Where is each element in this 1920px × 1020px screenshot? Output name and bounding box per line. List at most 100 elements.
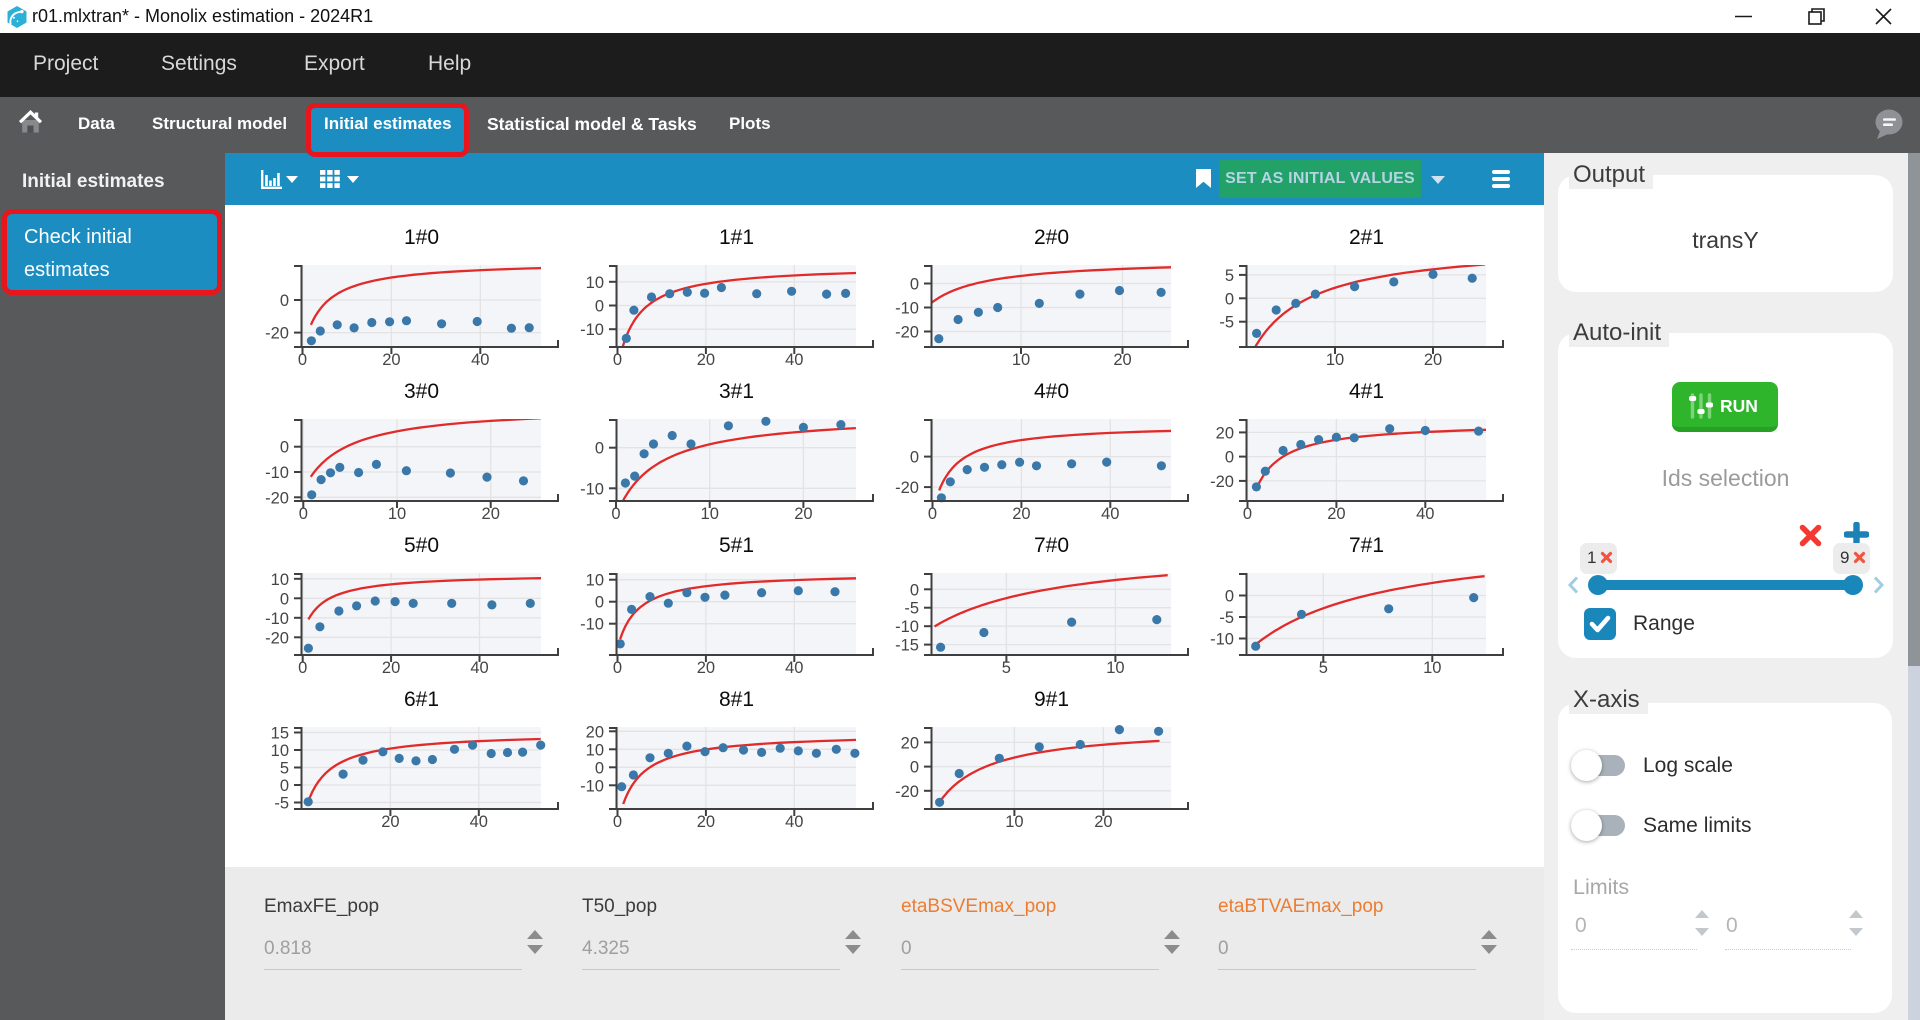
svg-text:10: 10 bbox=[586, 741, 604, 759]
svg-text:-20: -20 bbox=[265, 629, 289, 647]
svg-text:20: 20 bbox=[794, 505, 812, 523]
svg-text:3#0: 3#0 bbox=[404, 380, 439, 403]
svg-text:10: 10 bbox=[271, 742, 289, 760]
svg-text:20: 20 bbox=[901, 734, 919, 752]
svg-text:-10: -10 bbox=[580, 480, 604, 498]
svg-text:10: 10 bbox=[271, 571, 289, 589]
svg-text:-5: -5 bbox=[1219, 314, 1234, 332]
svg-text:10: 10 bbox=[586, 274, 604, 292]
svg-text:20: 20 bbox=[697, 351, 715, 369]
svg-text:-15: -15 bbox=[895, 637, 919, 655]
svg-text:-20: -20 bbox=[895, 783, 919, 801]
svg-text:20: 20 bbox=[482, 505, 500, 523]
svg-text:0: 0 bbox=[595, 440, 604, 458]
svg-text:0: 0 bbox=[299, 505, 308, 523]
svg-text:0: 0 bbox=[613, 813, 622, 831]
svg-text:20: 20 bbox=[382, 351, 400, 369]
svg-text:0: 0 bbox=[280, 439, 289, 457]
svg-text:0: 0 bbox=[298, 351, 307, 369]
svg-text:20: 20 bbox=[1012, 505, 1030, 523]
svg-text:10: 10 bbox=[586, 572, 604, 590]
svg-text:0: 0 bbox=[611, 505, 620, 523]
svg-text:40: 40 bbox=[785, 351, 803, 369]
svg-text:0: 0 bbox=[1243, 505, 1252, 523]
svg-text:20: 20 bbox=[381, 813, 399, 831]
svg-text:-20: -20 bbox=[265, 489, 289, 507]
svg-text:-10: -10 bbox=[580, 777, 604, 795]
svg-text:5: 5 bbox=[1319, 659, 1328, 677]
svg-text:20: 20 bbox=[1424, 351, 1442, 369]
svg-text:5#1: 5#1 bbox=[719, 534, 754, 557]
svg-text:0: 0 bbox=[1225, 449, 1234, 467]
svg-text:10: 10 bbox=[1005, 813, 1023, 831]
svg-text:0: 0 bbox=[613, 659, 622, 677]
svg-text:0: 0 bbox=[1225, 588, 1234, 606]
svg-text:0: 0 bbox=[280, 292, 289, 310]
svg-text:6#1: 6#1 bbox=[404, 688, 439, 711]
svg-text:1#0: 1#0 bbox=[404, 226, 439, 249]
svg-text:-10: -10 bbox=[580, 321, 604, 339]
svg-text:20: 20 bbox=[586, 723, 604, 741]
svg-text:5#0: 5#0 bbox=[404, 534, 439, 557]
svg-text:7#1: 7#1 bbox=[1349, 534, 1384, 557]
svg-text:-10: -10 bbox=[895, 618, 919, 636]
svg-text:0: 0 bbox=[613, 351, 622, 369]
svg-text:7#0: 7#0 bbox=[1034, 534, 1069, 557]
svg-text:-20: -20 bbox=[1210, 473, 1234, 491]
svg-text:-20: -20 bbox=[265, 325, 289, 343]
svg-text:20: 20 bbox=[1327, 505, 1345, 523]
svg-text:-5: -5 bbox=[274, 795, 289, 813]
svg-text:-5: -5 bbox=[1219, 609, 1234, 627]
svg-text:10: 10 bbox=[1326, 351, 1344, 369]
svg-text:0: 0 bbox=[910, 449, 919, 467]
svg-text:0: 0 bbox=[928, 505, 937, 523]
svg-text:-10: -10 bbox=[1210, 631, 1234, 649]
svg-text:5: 5 bbox=[1002, 659, 1011, 677]
svg-text:-5: -5 bbox=[904, 600, 919, 618]
svg-text:4#1: 4#1 bbox=[1349, 380, 1384, 403]
svg-text:0: 0 bbox=[280, 777, 289, 795]
svg-text:2#0: 2#0 bbox=[1034, 226, 1069, 249]
svg-text:40: 40 bbox=[470, 659, 488, 677]
svg-text:9#1: 9#1 bbox=[1034, 688, 1069, 711]
svg-text:40: 40 bbox=[1101, 505, 1119, 523]
svg-text:-10: -10 bbox=[265, 610, 289, 628]
svg-text:20: 20 bbox=[1094, 813, 1112, 831]
svg-text:40: 40 bbox=[1416, 505, 1434, 523]
svg-text:-20: -20 bbox=[895, 479, 919, 497]
svg-text:0: 0 bbox=[910, 276, 919, 294]
svg-text:20: 20 bbox=[697, 659, 715, 677]
svg-text:0: 0 bbox=[595, 298, 604, 316]
svg-text:15: 15 bbox=[271, 725, 289, 743]
svg-text:20: 20 bbox=[382, 659, 400, 677]
svg-text:8#1: 8#1 bbox=[719, 688, 754, 711]
svg-text:0: 0 bbox=[595, 594, 604, 612]
svg-text:0: 0 bbox=[910, 759, 919, 777]
svg-text:5: 5 bbox=[1225, 267, 1234, 285]
svg-text:2#1: 2#1 bbox=[1349, 226, 1384, 249]
svg-text:0: 0 bbox=[595, 759, 604, 777]
svg-text:-20: -20 bbox=[895, 324, 919, 342]
svg-text:-10: -10 bbox=[265, 464, 289, 482]
svg-text:-10: -10 bbox=[895, 300, 919, 318]
svg-text:20: 20 bbox=[1216, 424, 1234, 442]
svg-text:10: 10 bbox=[388, 505, 406, 523]
svg-text:0: 0 bbox=[280, 590, 289, 608]
svg-text:20: 20 bbox=[1113, 351, 1131, 369]
svg-text:10: 10 bbox=[1423, 659, 1441, 677]
svg-text:40: 40 bbox=[470, 813, 488, 831]
svg-text:4#0: 4#0 bbox=[1034, 380, 1069, 403]
svg-text:40: 40 bbox=[785, 813, 803, 831]
svg-text:10: 10 bbox=[1106, 659, 1124, 677]
svg-text:10: 10 bbox=[701, 505, 719, 523]
svg-text:20: 20 bbox=[697, 813, 715, 831]
svg-text:-10: -10 bbox=[580, 616, 604, 634]
svg-text:0: 0 bbox=[1225, 290, 1234, 308]
svg-text:40: 40 bbox=[785, 659, 803, 677]
svg-text:40: 40 bbox=[471, 351, 489, 369]
svg-text:10: 10 bbox=[1012, 351, 1030, 369]
svg-text:0: 0 bbox=[910, 581, 919, 599]
svg-text:3#1: 3#1 bbox=[719, 380, 754, 403]
svg-text:0: 0 bbox=[298, 659, 307, 677]
svg-text:1#1: 1#1 bbox=[719, 226, 754, 249]
